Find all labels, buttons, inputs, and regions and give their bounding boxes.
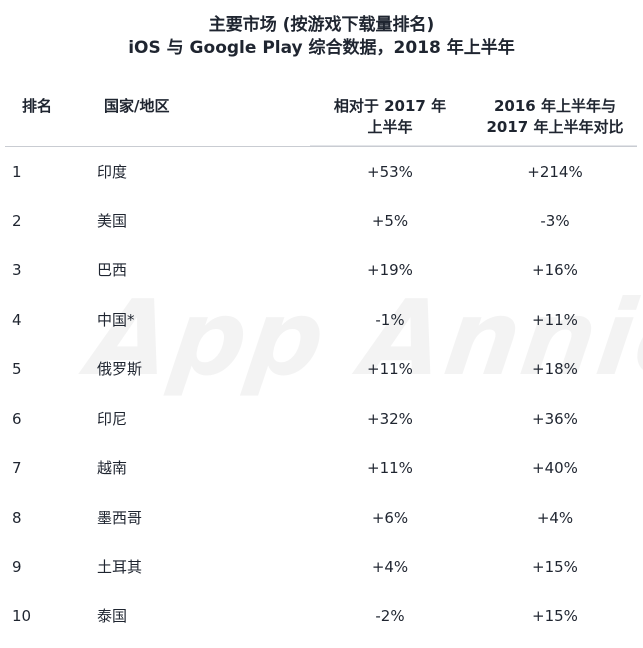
cell-rank: 5 [12, 360, 22, 378]
cell-vs-2017: +4% [371, 558, 409, 576]
table-row: 2 美国 +5% -3% [0, 209, 643, 233]
table-row: 6 印尼 +32% +36% [0, 407, 643, 431]
table-row: 3 巴西 +19% +16% [0, 258, 643, 282]
cell-2016-vs-2017: -3% [540, 212, 570, 230]
table-row: 4 中国* -1% +11% [0, 308, 643, 332]
cell-vs-2017: +53% [367, 163, 413, 181]
cell-2016-vs-2017: +40% [532, 459, 578, 477]
cell-rank: 8 [12, 509, 22, 527]
table-row: 1 印度 +53% +214% [0, 160, 643, 184]
cell-country: 印度 [97, 163, 128, 181]
cell-2016-vs-2017: +4% [536, 509, 574, 527]
cell-vs-2017: +6% [371, 509, 409, 527]
header-country: 国家/地区 [104, 97, 170, 115]
header-2016-vs-2017: 2016 年上半年与 2017 年上半年对比 [470, 96, 640, 138]
table-row: 7 越南 +11% +40% [0, 456, 643, 480]
cell-rank: 2 [12, 212, 22, 230]
title-line-2: iOS 与 Google Play 综合数据，2018 年上半年 [128, 38, 515, 58]
cell-rank: 4 [12, 311, 22, 329]
table-row: 5 俄罗斯 +11% +18% [0, 357, 643, 381]
cell-country: 中国* [97, 311, 135, 329]
title-line-1: 主要市场 (按游戏下载量排名) [208, 15, 435, 35]
cell-country: 巴西 [97, 261, 128, 279]
header-vs-2017-line-2: 上半年 [367, 118, 413, 136]
table-row: 9 土耳其 +4% +15% [0, 555, 643, 579]
cell-2016-vs-2017: +16% [532, 261, 578, 279]
cell-vs-2017: -1% [375, 311, 405, 329]
cell-country: 美国 [97, 212, 128, 230]
header-vs-2017-line-1: 相对于 2017 年 [333, 97, 447, 115]
table-row: 10 泰国 -2% +15% [0, 604, 643, 628]
cell-2016-vs-2017: +36% [532, 410, 578, 428]
cell-vs-2017: +11% [367, 360, 413, 378]
table-row: 8 墨西哥 +6% +4% [0, 506, 643, 530]
cell-vs-2017: +32% [367, 410, 413, 428]
cell-vs-2017: +11% [367, 459, 413, 477]
cell-2016-vs-2017: +15% [532, 607, 578, 625]
cell-vs-2017: -2% [375, 607, 405, 625]
cell-country: 越南 [97, 459, 128, 477]
cell-rank: 6 [12, 410, 22, 428]
cell-rank: 9 [12, 558, 22, 576]
cell-2016-vs-2017: +18% [532, 360, 578, 378]
cell-vs-2017: +19% [367, 261, 413, 279]
header-2016-vs-2017-line-1: 2016 年上半年与 [494, 97, 616, 115]
watermark-logo: App Annie [79, 258, 643, 418]
cell-rank: 3 [12, 261, 22, 279]
cell-2016-vs-2017: +15% [532, 558, 578, 576]
header-vs-2017: 相对于 2017 年 上半年 [310, 96, 470, 138]
cell-country: 土耳其 [97, 558, 143, 576]
cell-rank: 7 [12, 459, 22, 477]
cell-country: 印尼 [97, 410, 128, 428]
header-rank: 排名 [22, 97, 53, 115]
cell-2016-vs-2017: +214% [527, 163, 583, 181]
cell-country: 俄罗斯 [97, 360, 143, 378]
cell-rank: 1 [12, 163, 22, 181]
header-divider [5, 146, 637, 147]
cell-country: 墨西哥 [97, 509, 143, 527]
header-2016-vs-2017-line-2: 2017 年上半年对比 [486, 118, 624, 136]
cell-country: 泰国 [97, 607, 128, 625]
cell-2016-vs-2017: +11% [532, 311, 578, 329]
cell-vs-2017: +5% [371, 212, 409, 230]
cell-rank: 10 [12, 607, 32, 625]
table-title: 主要市场 (按游戏下载量排名) iOS 与 Google Play 综合数据，2… [0, 14, 643, 60]
